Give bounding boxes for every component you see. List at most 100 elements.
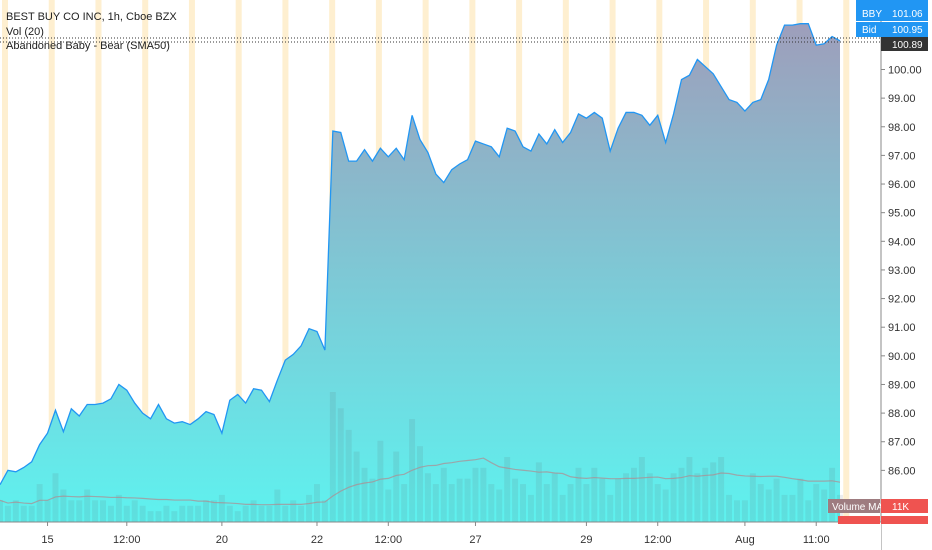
price-tick-label: 93.00 [888, 265, 916, 277]
volume-bar [765, 489, 772, 522]
last-price-tag: 100.89 [881, 37, 928, 51]
volume-bar [163, 505, 170, 522]
volume-bar [686, 457, 693, 522]
volume-bar [448, 484, 455, 522]
volume-bar [535, 462, 542, 522]
volume-bar [615, 478, 622, 522]
volume-bar [171, 511, 178, 522]
price-tick-label: 98.00 [888, 122, 916, 134]
volume-bar [393, 451, 400, 522]
volume-bar [298, 505, 305, 522]
volume-bar [258, 505, 265, 522]
volume-bar [68, 500, 75, 522]
volume-bar [480, 467, 487, 522]
time-tick-label: 15 [41, 534, 53, 546]
volume-indicator-label[interactable]: Vol (20) [6, 26, 44, 38]
volume-bar [155, 511, 162, 522]
time-tick-label: 27 [469, 534, 481, 546]
volume-bar [123, 505, 130, 522]
price-tick-label: 88.00 [888, 408, 916, 420]
volume-bar [520, 484, 526, 522]
volume-ma-line [0, 457, 841, 506]
volume-bar [84, 489, 91, 522]
bby-label: BBY [862, 9, 882, 20]
bid-label: Bid [862, 25, 876, 36]
volume-bar [567, 484, 574, 522]
volume-bar [456, 478, 463, 522]
time-tick-label: Aug [735, 534, 755, 546]
volume-bar [187, 505, 194, 522]
volume-ma-value: 11K [892, 502, 909, 513]
volume-ma-tag: Volume MA 11K [828, 499, 928, 513]
volume-bar [306, 494, 313, 522]
volume-bar [36, 484, 43, 522]
session-highlight-band [48, 0, 55, 522]
volume-bar [710, 462, 717, 522]
time-tick-label: 12:00 [375, 534, 403, 546]
volume-bar [599, 478, 606, 522]
volume-bar [4, 505, 11, 522]
volume-bar [115, 494, 122, 522]
volume-bar [678, 467, 685, 522]
volume-bar [234, 511, 241, 522]
volume-bar [623, 473, 630, 522]
volume-bar [734, 500, 740, 522]
volume-bar [757, 484, 764, 522]
volume-bar [488, 484, 495, 522]
price-tick-label: 99.00 [888, 93, 916, 105]
volume-bar [147, 511, 154, 522]
session-highlight-band [188, 0, 195, 522]
price-tick-label: 96.00 [888, 179, 916, 191]
volume-ma-label: Volume MA [832, 502, 883, 513]
volume-bar [440, 467, 447, 522]
price-line-layer [0, 23, 841, 485]
volume-bar [369, 478, 376, 522]
volume-bar [813, 484, 820, 522]
session-highlight-band [95, 0, 102, 522]
time-tick-label: 12:00 [644, 534, 672, 546]
volume-bar [0, 500, 3, 522]
bby-tag: BBY 101.06 [856, 6, 928, 21]
volume-bar [250, 500, 257, 522]
session-highlight-band [235, 0, 242, 522]
volume-bar [432, 484, 439, 522]
chart-title: BEST BUY CO INC, 1h, Cboe BZX [6, 11, 177, 23]
volume-bar [789, 494, 796, 522]
volume-bar [607, 494, 614, 522]
price-tick-label: 92.00 [888, 294, 916, 306]
session-highlight-band [282, 0, 289, 522]
volume-bar [749, 473, 756, 522]
price-tick-label: 87.00 [888, 437, 916, 449]
volume-bar [797, 478, 804, 522]
volume-bar [559, 494, 566, 522]
volume-bar [179, 505, 186, 522]
volume-bar [630, 467, 637, 522]
volume-bar [821, 489, 828, 522]
price-area-layer [0, 23, 840, 522]
volume-bar [321, 500, 328, 522]
volume-bar [12, 500, 19, 522]
volume-bar [385, 489, 392, 522]
volume-bar [472, 467, 479, 522]
volume-bar [266, 505, 273, 522]
volume-bar [60, 489, 67, 522]
pattern-indicator-label[interactable]: Abandoned Baby - Bear (SMA50) [6, 40, 170, 52]
price-tick-label: 91.00 [888, 322, 916, 334]
volume-bar [107, 505, 114, 522]
volume-bar [718, 457, 725, 522]
volume-bar [20, 505, 27, 522]
volume-bar [829, 467, 836, 522]
volume-bar [726, 494, 733, 522]
volume-bar [76, 500, 83, 522]
volume-bar [583, 484, 590, 522]
volume-bar [512, 478, 519, 522]
session-highlight-band [142, 0, 149, 522]
price-tick-label: 90.00 [888, 351, 916, 363]
price-tick-labels: 86.00 87.00 88.00 89.00 90.00 91.00 92.00 93.00… [881, 65, 922, 477]
volume-bar [131, 500, 138, 522]
time-tick-label: 12:00 [113, 534, 141, 546]
bid-value: 100.95 [892, 25, 923, 36]
volume-bar [646, 473, 653, 522]
